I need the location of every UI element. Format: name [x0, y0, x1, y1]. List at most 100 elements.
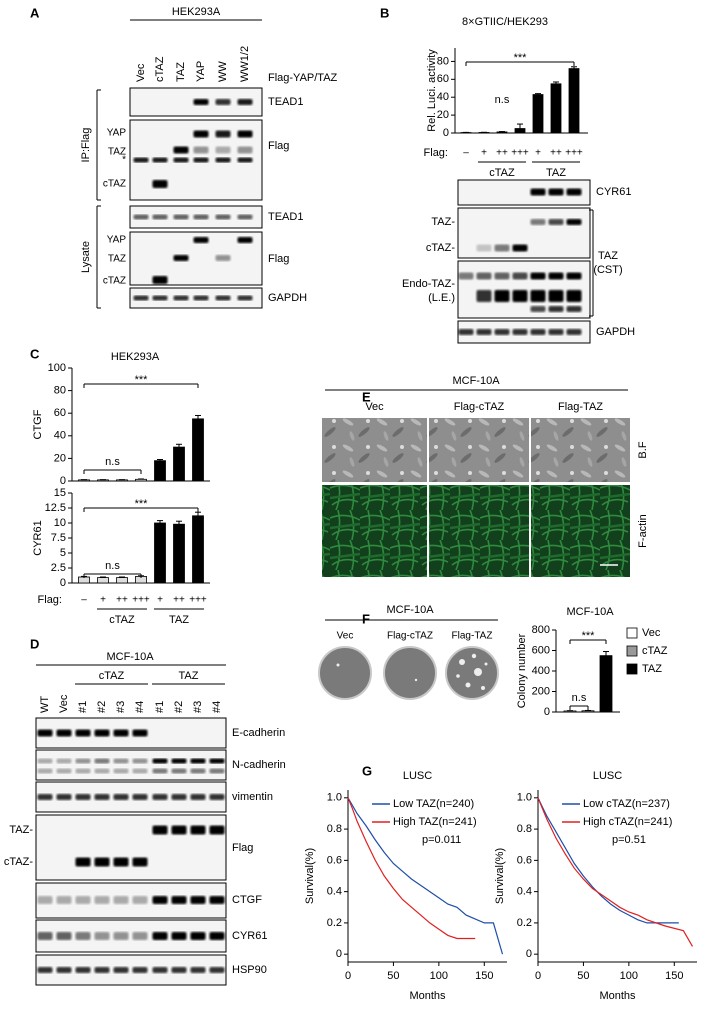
- blot-frame: [35, 814, 227, 881]
- blot-label: E-cadherin: [232, 727, 285, 739]
- bar: [568, 68, 580, 134]
- band: [548, 188, 564, 196]
- blot-group-label: TAZ: [598, 250, 618, 262]
- y-tick-label: 60: [437, 73, 449, 85]
- band: [494, 272, 510, 280]
- band: [494, 244, 510, 252]
- colony: [481, 686, 485, 690]
- band: [530, 188, 546, 196]
- band: [458, 329, 474, 335]
- band: [193, 99, 209, 105]
- lane-label: WW: [217, 61, 229, 82]
- row-label: F-actin: [637, 514, 649, 548]
- band: [190, 825, 206, 835]
- y-tick-label: 100: [48, 362, 66, 374]
- not-significant: n.s: [105, 560, 120, 572]
- legend-swatch: [626, 645, 638, 657]
- bar: [192, 515, 204, 584]
- bar: [154, 522, 166, 584]
- group-label: cTAZ: [489, 167, 515, 179]
- band: [237, 295, 253, 301]
- band: [237, 157, 253, 163]
- y-tick-label: 80: [437, 55, 449, 67]
- band: [113, 857, 129, 867]
- group-label: cTAZ: [99, 670, 125, 682]
- band: [209, 794, 225, 800]
- colony: [456, 674, 460, 678]
- chart-title: LUSC: [593, 770, 622, 782]
- band: [171, 758, 187, 764]
- y-tick-label: 1.0: [517, 792, 532, 804]
- band: [75, 967, 91, 973]
- x-axis-label: Flag:: [38, 594, 62, 606]
- band: [566, 272, 582, 280]
- band: [476, 290, 492, 302]
- blot-label: HSP90: [232, 964, 267, 976]
- band: [237, 214, 253, 220]
- dish-label: Flag-cTAZ: [387, 631, 433, 642]
- group-label: cTAZ: [109, 614, 135, 626]
- band-marker: cTAZ-: [426, 242, 455, 254]
- band: [94, 768, 110, 774]
- x-axis-label: Flag:: [424, 147, 448, 159]
- band: [132, 932, 148, 940]
- f-actin-image: [531, 485, 630, 577]
- band-marker: TAZ-: [431, 216, 455, 228]
- y-tick-label: 0.2: [517, 917, 532, 929]
- y-tick-label: 0.6: [327, 854, 342, 866]
- band: [530, 329, 546, 335]
- y-tick-label: 600: [532, 644, 550, 656]
- f-actin-image: [322, 485, 427, 577]
- band: [171, 967, 187, 973]
- y-axis-label: Rel. Luci. activity: [426, 49, 438, 132]
- x-tick-label: +++: [189, 595, 207, 606]
- band: [215, 146, 231, 154]
- band: [215, 157, 231, 163]
- band: [94, 967, 110, 973]
- x-tick-label: 100: [620, 970, 638, 982]
- band-marker: TAZ: [108, 147, 126, 158]
- band: [56, 794, 72, 800]
- band: [132, 794, 148, 800]
- y-tick-label: 0: [526, 948, 532, 960]
- y-tick-label: 0.8: [327, 823, 342, 835]
- x-tick-label: 0: [535, 970, 541, 982]
- y-tick-label: 0.4: [327, 886, 342, 898]
- blot-label: Flag: [268, 253, 289, 265]
- x-tick-label: +: [535, 148, 541, 159]
- band: [132, 967, 148, 973]
- x-tick-label: –: [463, 148, 469, 159]
- cell-line: MCF-10A: [386, 604, 434, 616]
- bar: [116, 577, 128, 584]
- y-tick-label: 0: [544, 706, 550, 718]
- y-tick-label: 0: [336, 948, 342, 960]
- chart-title: MCF-10A: [566, 606, 614, 618]
- panel-title: HEK293A: [111, 351, 160, 363]
- panel-label: G: [362, 763, 372, 778]
- bar: [173, 446, 185, 482]
- significance: ***: [135, 498, 149, 510]
- lane-label: #1: [77, 701, 89, 713]
- survival-curve: [537, 797, 694, 947]
- lane-label: #3: [115, 701, 127, 713]
- band: [56, 758, 72, 764]
- band: [190, 794, 206, 800]
- p-value: p=0.011: [422, 834, 461, 846]
- band: [37, 729, 53, 737]
- band: [152, 967, 168, 973]
- panel-label: F: [362, 611, 370, 626]
- band: [476, 272, 492, 280]
- band: [132, 857, 148, 867]
- band: [37, 896, 53, 904]
- lane-label: cTAZ: [154, 56, 166, 82]
- bar: [496, 131, 508, 134]
- band: [152, 932, 168, 940]
- x-tick-label: 100: [430, 970, 448, 982]
- section-label: IP:Flag: [80, 128, 92, 163]
- colony: [459, 659, 465, 665]
- legend-label: Low TAZ(n=240): [393, 798, 474, 810]
- band-marker: TAZ: [108, 254, 126, 265]
- colony: [484, 662, 488, 666]
- colony: [471, 653, 477, 659]
